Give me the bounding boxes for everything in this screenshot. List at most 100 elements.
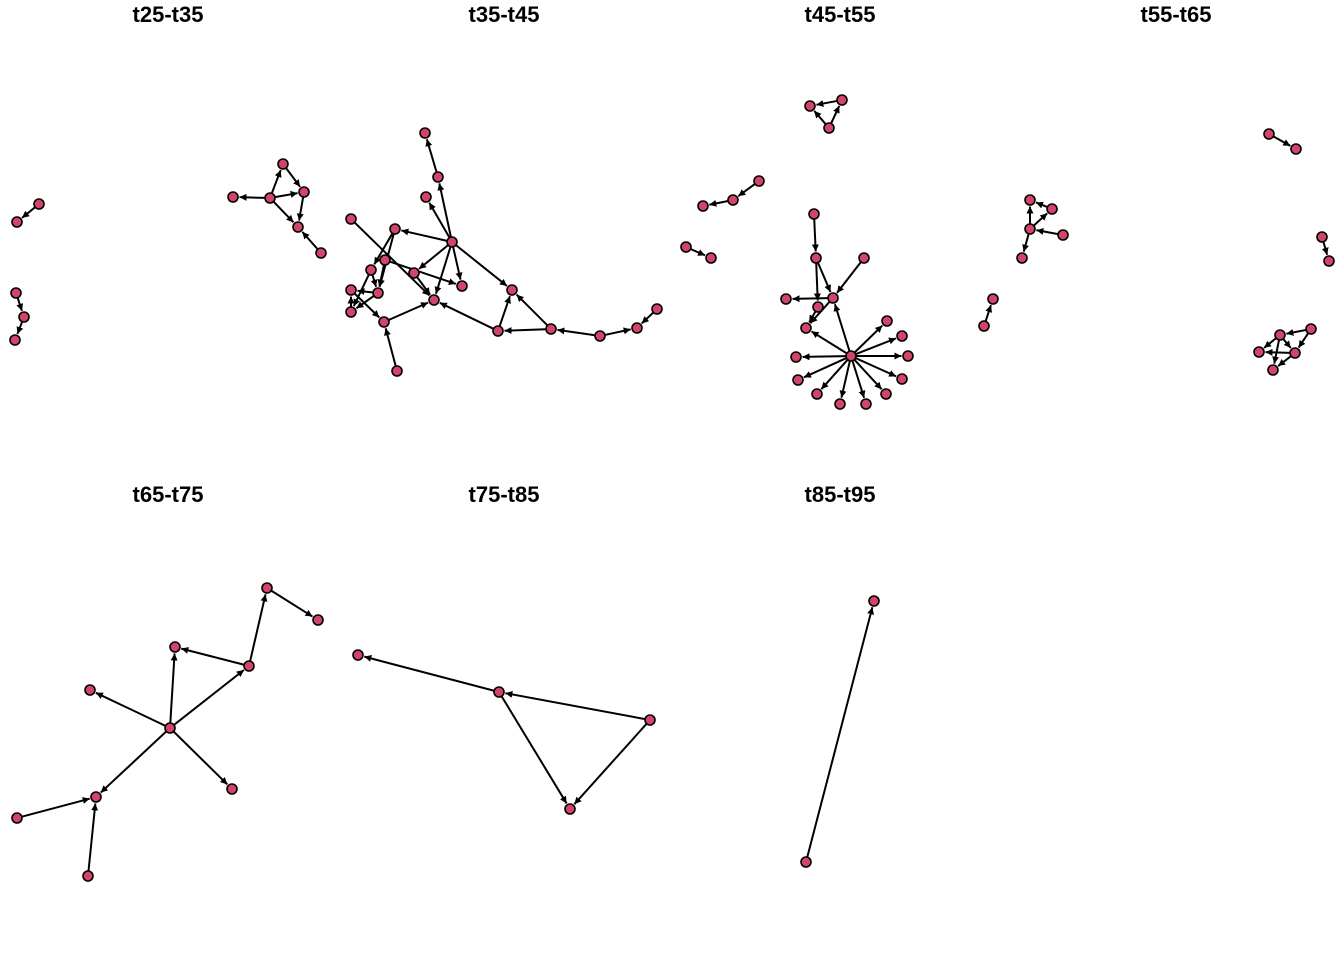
node-p2-18 xyxy=(545,323,557,335)
node-p4-7 xyxy=(1263,128,1275,140)
node-p2-3 xyxy=(446,236,458,248)
edge-p1-6 xyxy=(274,190,298,199)
edge-p2-27 xyxy=(604,327,631,336)
edge-p6-3 xyxy=(573,723,648,805)
node-p2-9 xyxy=(456,280,468,292)
node-p2-11 xyxy=(372,287,384,299)
edge-p4-7 xyxy=(1321,241,1329,256)
edge-p2-8 xyxy=(353,221,431,297)
node-p4-6 xyxy=(978,320,990,332)
edge-p3-4 xyxy=(737,183,756,197)
edge-p3-14 xyxy=(802,353,847,361)
edges-layer xyxy=(16,99,1329,872)
edge-p4-2 xyxy=(1033,212,1048,227)
node-p5-3 xyxy=(169,641,181,653)
node-p5-9 xyxy=(82,870,94,882)
node-p7-0 xyxy=(868,595,880,607)
node-p3-10 xyxy=(858,252,870,264)
edge-p2-22 xyxy=(498,295,511,327)
node-p3-3 xyxy=(697,200,709,212)
edge-p4-0 xyxy=(1035,201,1048,209)
edge-p2-26 xyxy=(557,327,596,337)
node-p1-6 xyxy=(264,192,276,204)
node-p3-22 xyxy=(860,398,872,410)
edge-p3-12 xyxy=(813,262,821,301)
node-p4-8 xyxy=(1290,143,1302,155)
edge-p6-2 xyxy=(500,695,568,804)
node-p1-4 xyxy=(9,334,21,346)
edge-p2-24 xyxy=(504,326,547,334)
edge-p2-23 xyxy=(439,301,494,330)
edge-p2-15 xyxy=(355,295,375,310)
node-p1-2 xyxy=(10,287,22,299)
node-p3-21 xyxy=(880,388,892,400)
node-p3-15 xyxy=(790,351,802,363)
node-p2-12 xyxy=(345,284,357,296)
panel-title-1: t25-t35 xyxy=(133,2,204,27)
edge-p3-11 xyxy=(808,310,817,323)
edge-p2-11 xyxy=(370,274,378,288)
edge-p3-24 xyxy=(810,330,848,355)
edge-p2-6 xyxy=(434,246,452,295)
edge-p4-8 xyxy=(1286,328,1307,336)
edge-p2-9 xyxy=(373,232,394,265)
node-p2-10 xyxy=(428,294,440,306)
node-p2-20 xyxy=(631,322,643,334)
edge-p3-6 xyxy=(811,218,819,252)
edge-p2-13 xyxy=(416,276,431,296)
edge-p6-1 xyxy=(505,691,646,721)
edge-p1-2 xyxy=(16,321,24,335)
edge-p5-9 xyxy=(87,803,99,872)
node-p2-6 xyxy=(379,254,391,266)
node-p3-16 xyxy=(845,350,857,362)
edge-p3-7 xyxy=(817,262,832,293)
node-p4-12 xyxy=(1305,323,1317,335)
node-p5-2 xyxy=(243,660,255,672)
edge-p2-28 xyxy=(641,311,655,325)
node-p4-13 xyxy=(1253,346,1265,358)
edge-p4-10 xyxy=(1282,338,1292,349)
edge-p5-6 xyxy=(172,730,229,786)
node-p5-8 xyxy=(11,812,23,824)
edge-p3-0 xyxy=(816,99,838,107)
edge-p3-21 xyxy=(839,360,851,398)
edge-p2-18 xyxy=(384,328,397,367)
edge-p1-3 xyxy=(239,193,266,201)
edge-p2-5 xyxy=(452,246,463,280)
panel-title-3: t45-t55 xyxy=(805,2,876,27)
edge-p3-22 xyxy=(820,359,849,390)
node-p3-14 xyxy=(800,322,812,334)
edge-p4-6 xyxy=(1272,135,1291,147)
node-p7-1 xyxy=(800,856,812,868)
node-p1-3 xyxy=(18,311,30,323)
node-p3-24 xyxy=(811,388,823,400)
node-p5-4 xyxy=(84,684,96,696)
node-p2-19 xyxy=(594,330,606,342)
edge-p3-15 xyxy=(853,324,884,354)
node-p1-5 xyxy=(227,191,239,203)
edge-p2-2 xyxy=(428,202,451,239)
node-p3-13 xyxy=(812,301,824,313)
node-p6-1 xyxy=(493,686,505,698)
node-p3-11 xyxy=(827,292,839,304)
node-p3-19 xyxy=(902,350,914,362)
node-p3-4 xyxy=(727,194,739,206)
edge-p5-2 xyxy=(181,646,245,666)
node-p2-5 xyxy=(389,223,401,235)
edge-p3-19 xyxy=(853,359,883,390)
node-p2-15 xyxy=(391,365,403,377)
nodes-layer xyxy=(9,94,1335,882)
node-p3-8 xyxy=(808,208,820,220)
node-p4-4 xyxy=(1016,252,1028,264)
edge-p5-1 xyxy=(249,594,268,662)
node-p4-1 xyxy=(1046,203,1058,215)
node-p3-17 xyxy=(881,315,893,327)
node-p5-6 xyxy=(226,783,238,795)
node-p5-7 xyxy=(90,791,102,803)
edge-p2-0 xyxy=(425,138,438,173)
edge-p5-5 xyxy=(95,691,166,727)
edge-p4-5 xyxy=(984,304,993,322)
edge-p2-12 xyxy=(389,260,457,285)
node-p1-10 xyxy=(315,247,327,259)
